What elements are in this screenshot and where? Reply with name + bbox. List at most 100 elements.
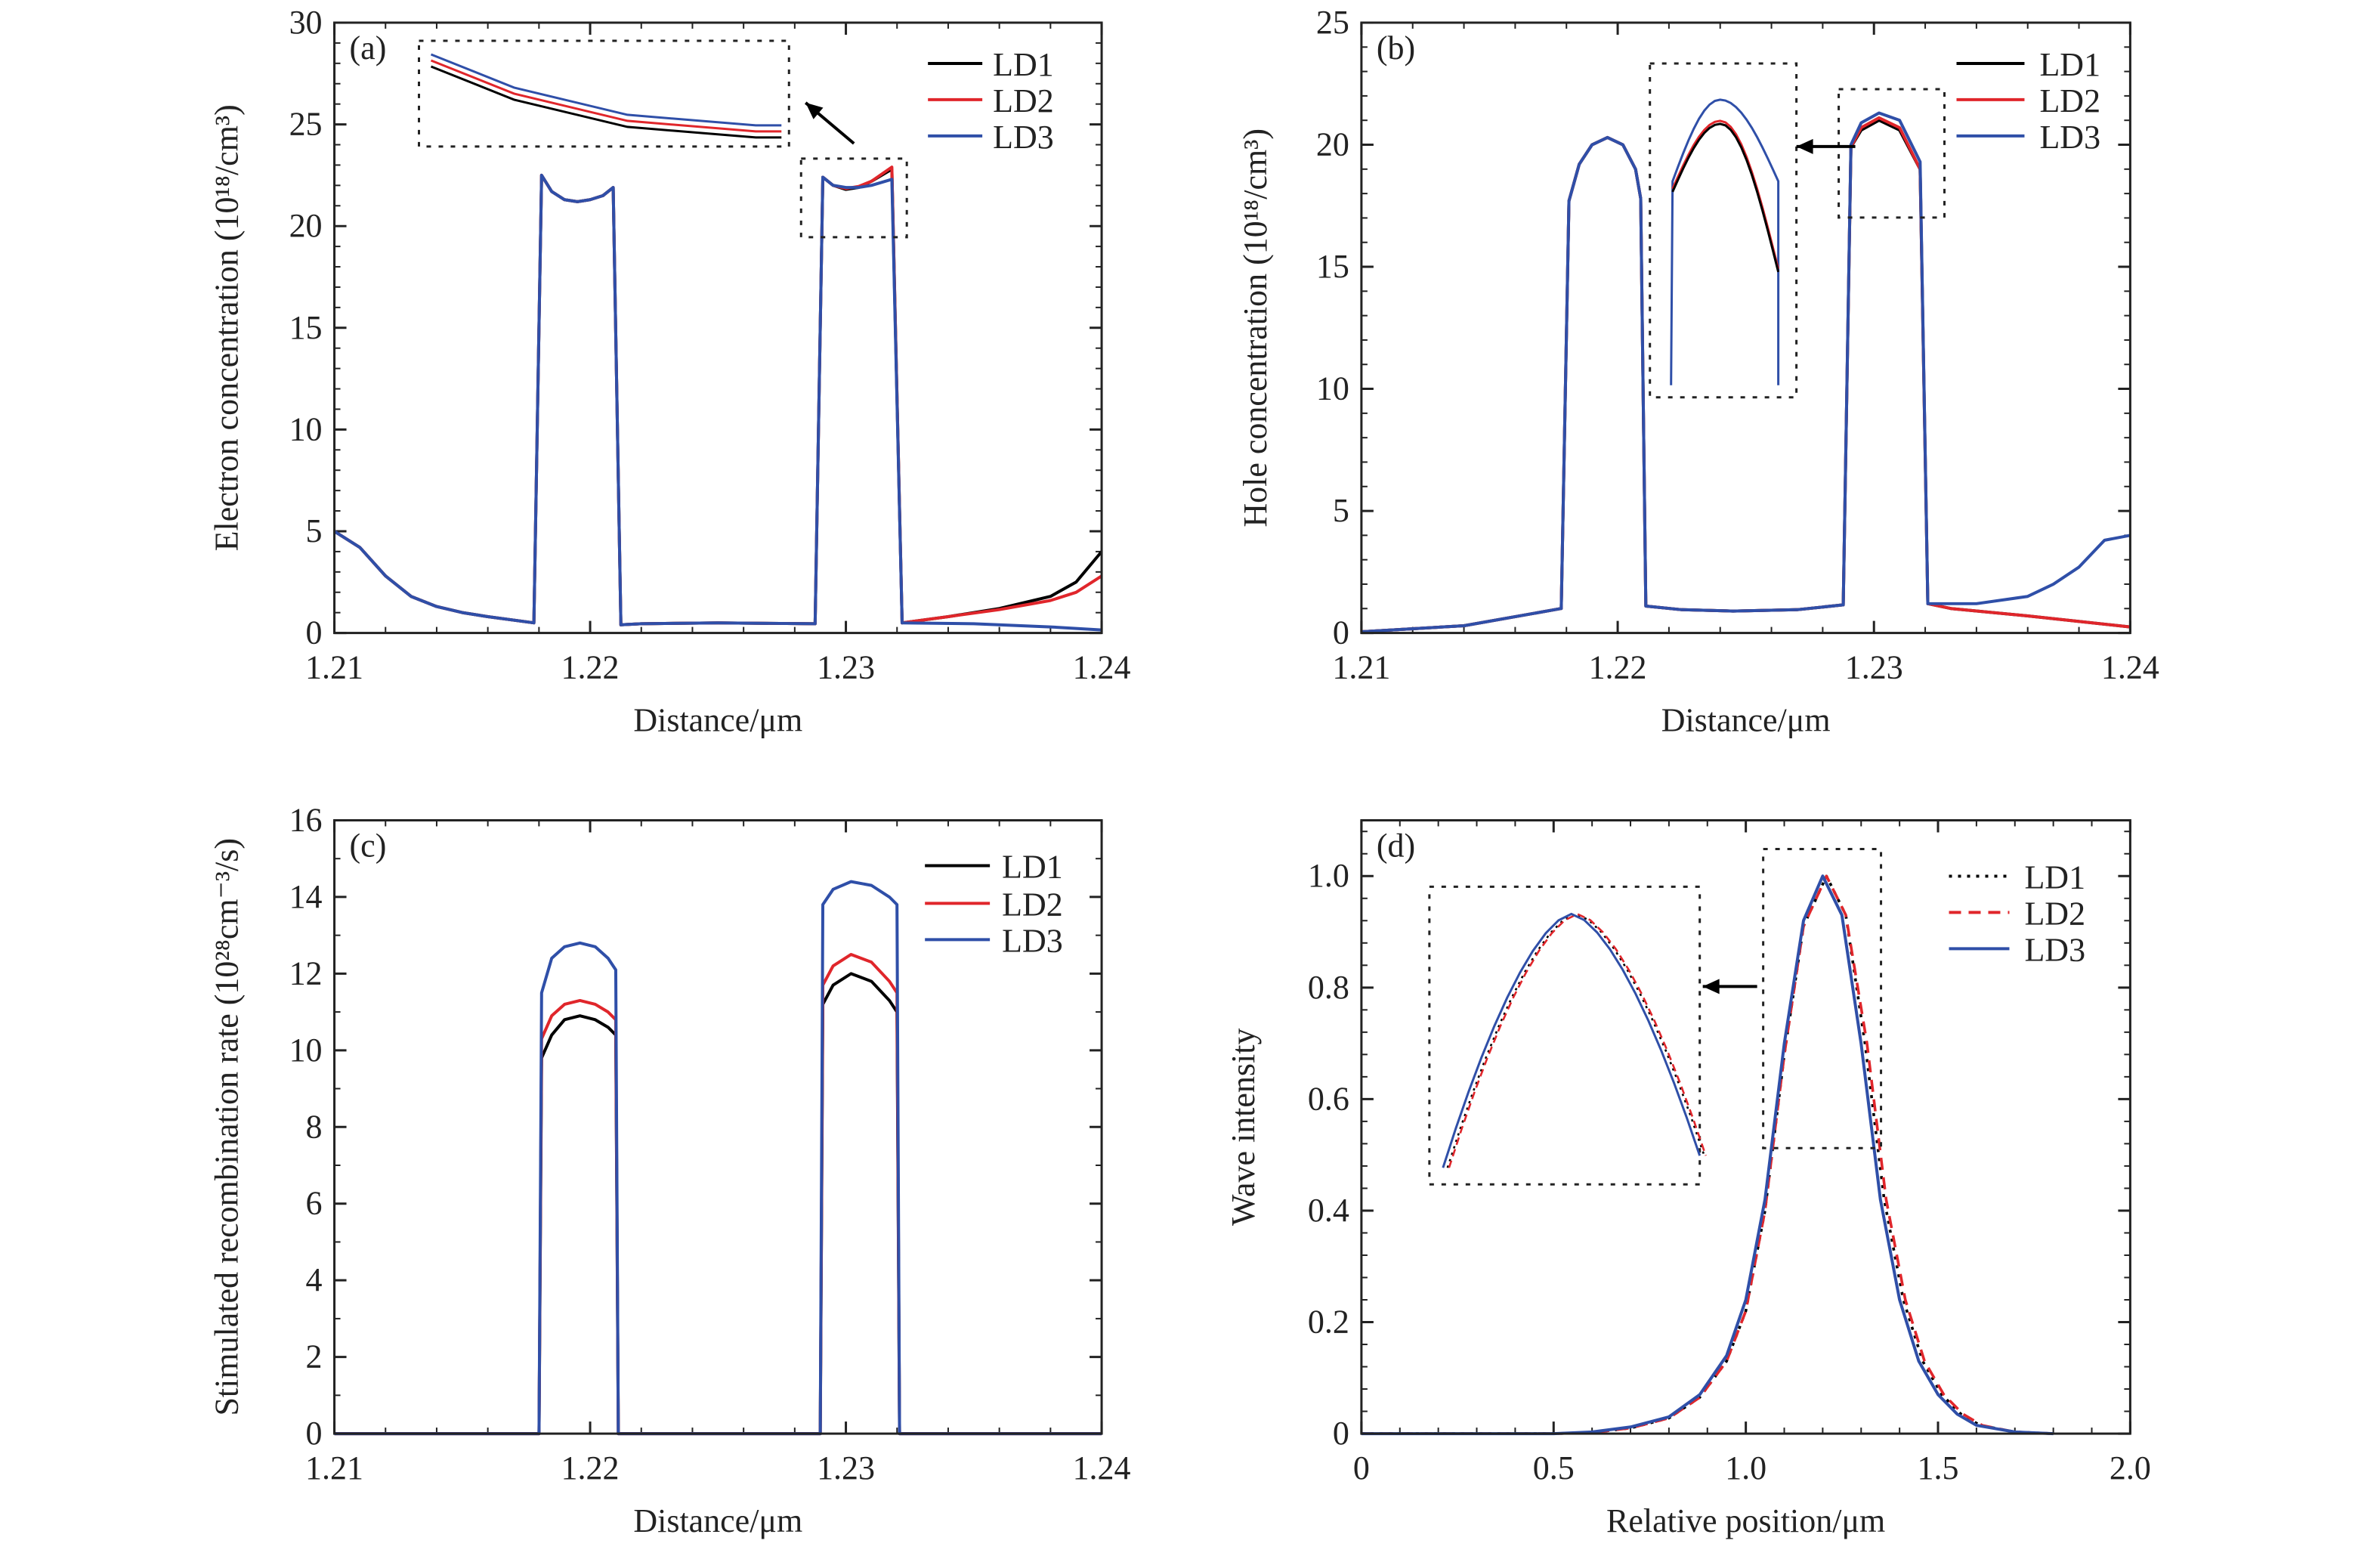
series-line-ld3 <box>1361 111 2131 633</box>
panel-label: (d) <box>1377 827 1415 864</box>
inset-a-arrow <box>804 101 855 145</box>
y-tick-label: 10 <box>289 410 323 447</box>
y-tick-label: 15 <box>1316 248 1349 285</box>
series-line-ld2 <box>333 165 1103 626</box>
legend-label-ld3: LD3 <box>993 119 1054 156</box>
y-tick-label: 0.2 <box>1308 1304 1349 1341</box>
legend-label-ld2: LD2 <box>2039 82 2100 119</box>
inset-d-frame <box>1428 885 1702 1186</box>
arrow-head-icon <box>805 102 824 119</box>
x-axis-label: Distance/μm <box>633 1502 802 1539</box>
arrow-head-icon <box>1796 138 1813 154</box>
inset-d-line-ld1 <box>1446 912 1705 1168</box>
zoom-region-b <box>1838 88 1946 219</box>
y-tick-label: 20 <box>289 207 323 244</box>
x-axis-label: Distance/μm <box>633 702 802 739</box>
legend-label-ld1: LD1 <box>2024 858 2085 896</box>
y-tick-label: 10 <box>289 1032 323 1069</box>
y-tick-label: 12 <box>289 954 323 991</box>
series-line-ld1 <box>1361 119 2131 633</box>
x-tick-label: 1.5 <box>1918 1449 1959 1486</box>
legend-label-ld2: LD2 <box>1002 886 1063 923</box>
y-tick-label: 0 <box>1333 614 1349 651</box>
x-tick-label: 1.24 <box>1073 649 1131 686</box>
y-tick-label: 16 <box>289 801 323 838</box>
inset-a-frame <box>417 39 790 148</box>
plot-frame <box>333 21 1103 635</box>
y-tick-label: 2 <box>306 1338 323 1375</box>
legend-label-ld2: LD2 <box>993 82 1054 119</box>
x-tick-label: 1.22 <box>561 649 620 686</box>
x-tick-label: 1.22 <box>561 1449 620 1486</box>
inset-d-line-ld2 <box>1448 912 1707 1168</box>
y-tick-label: 25 <box>1316 4 1349 41</box>
inset-b-arrow <box>1796 138 1856 154</box>
x-tick-label: 1.21 <box>305 1449 363 1486</box>
chart-panel-a: 1.21 1.22 1.23 1.24 0 5 10 15 20 25 30 Distance/μm E… <box>209 4 1131 739</box>
legend-label-ld3: LD3 <box>2039 119 2100 156</box>
inset-d-line-ld3 <box>1442 912 1702 1168</box>
zoom-region-d <box>1762 847 1883 1149</box>
y-tick-label: 5 <box>1333 492 1349 529</box>
x-tick-label: 1.24 <box>2101 649 2159 686</box>
y-tick-label: 1.0 <box>1308 857 1349 894</box>
plot-frame <box>1360 818 2131 1435</box>
inset-b-line-ld3 <box>1670 98 1780 385</box>
y-axis-label: Hole concentration (10¹⁸/cm³) <box>1237 128 1274 527</box>
plot-frame <box>333 818 1103 1435</box>
y-tick-label: 14 <box>289 878 323 915</box>
x-tick-label: 1.24 <box>1073 1449 1131 1486</box>
x-axis-label: Distance/μm <box>1661 702 1831 739</box>
series-line-ld3 <box>1361 874 2054 1436</box>
legend-label-ld2: LD2 <box>2024 895 2085 932</box>
y-tick-label: 20 <box>1316 126 1349 163</box>
inset-b-frame <box>1649 62 1798 399</box>
x-tick-label: 1.23 <box>817 1449 875 1486</box>
y-tick-label: 0 <box>306 1415 323 1452</box>
series-line-ld3 <box>333 173 1102 632</box>
y-tick-label: 10 <box>1316 370 1349 407</box>
y-axis-label: Electron concentration (10¹⁸/cm³) <box>209 104 246 551</box>
x-tick-label: 1.21 <box>305 649 363 686</box>
panel-label: (a) <box>350 29 387 67</box>
panel-label: (b) <box>1377 29 1415 67</box>
y-tick-label: 4 <box>306 1261 323 1298</box>
y-tick-label: 15 <box>289 309 323 346</box>
y-tick-label: 0 <box>306 614 323 651</box>
series-line-ld1 <box>333 167 1103 626</box>
x-tick-label: 1.23 <box>817 649 875 686</box>
x-tick-label: 2.0 <box>2110 1449 2151 1486</box>
x-tick-label: 1.0 <box>1725 1449 1766 1486</box>
series-line-ld2 <box>1361 116 2131 633</box>
arrow-head-icon <box>1702 979 1720 995</box>
legend-label-ld3: LD3 <box>2024 931 2085 968</box>
series-line-ld1 <box>1361 874 2054 1435</box>
y-tick-label: 0.6 <box>1308 1080 1349 1117</box>
y-tick-label: 25 <box>289 106 323 143</box>
y-tick-label: 0.4 <box>1308 1192 1349 1229</box>
inset-a-line-ld2 <box>430 59 782 133</box>
series-line-ld2 <box>334 952 1102 1436</box>
x-tick-label: 0 <box>1353 1449 1370 1486</box>
y-tick-label: 30 <box>289 4 323 41</box>
series-line-ld1 <box>334 972 1102 1436</box>
inset-a-line-ld1 <box>430 65 782 139</box>
zoom-region-a <box>799 157 908 239</box>
y-tick-label: 8 <box>306 1108 323 1145</box>
y-tick-label: 6 <box>306 1185 323 1222</box>
y-tick-label: 0 <box>1333 1415 1349 1452</box>
chart-panel-b: 1.21 1.22 1.23 1.24 0 5 10 15 20 25 Distance/μm Hol… <box>1237 4 2159 739</box>
legend-label-ld3: LD3 <box>1002 922 1063 959</box>
y-axis-label: Stimulated recombination rate (10²⁸cm⁻³/… <box>209 838 246 1416</box>
y-tick-label: 0.8 <box>1308 969 1349 1006</box>
x-tick-label: 1.22 <box>1589 649 1647 686</box>
chart-panel-c: 1.21 1.22 1.23 1.24 0 2 4 6 8 10 12 14 16 Distance/μm… <box>209 801 1131 1539</box>
legend-label-ld1: LD1 <box>2039 46 2100 83</box>
y-axis-label: Wave intensity <box>1225 1029 1262 1226</box>
inset-a-line-ld3 <box>430 53 782 127</box>
legend-label-ld1: LD1 <box>1002 848 1063 885</box>
series-line-ld2 <box>1361 874 2054 1435</box>
x-tick-label: 1.21 <box>1332 649 1390 686</box>
series-line-ld3 <box>334 880 1102 1436</box>
x-tick-label: 0.5 <box>1533 1449 1575 1486</box>
